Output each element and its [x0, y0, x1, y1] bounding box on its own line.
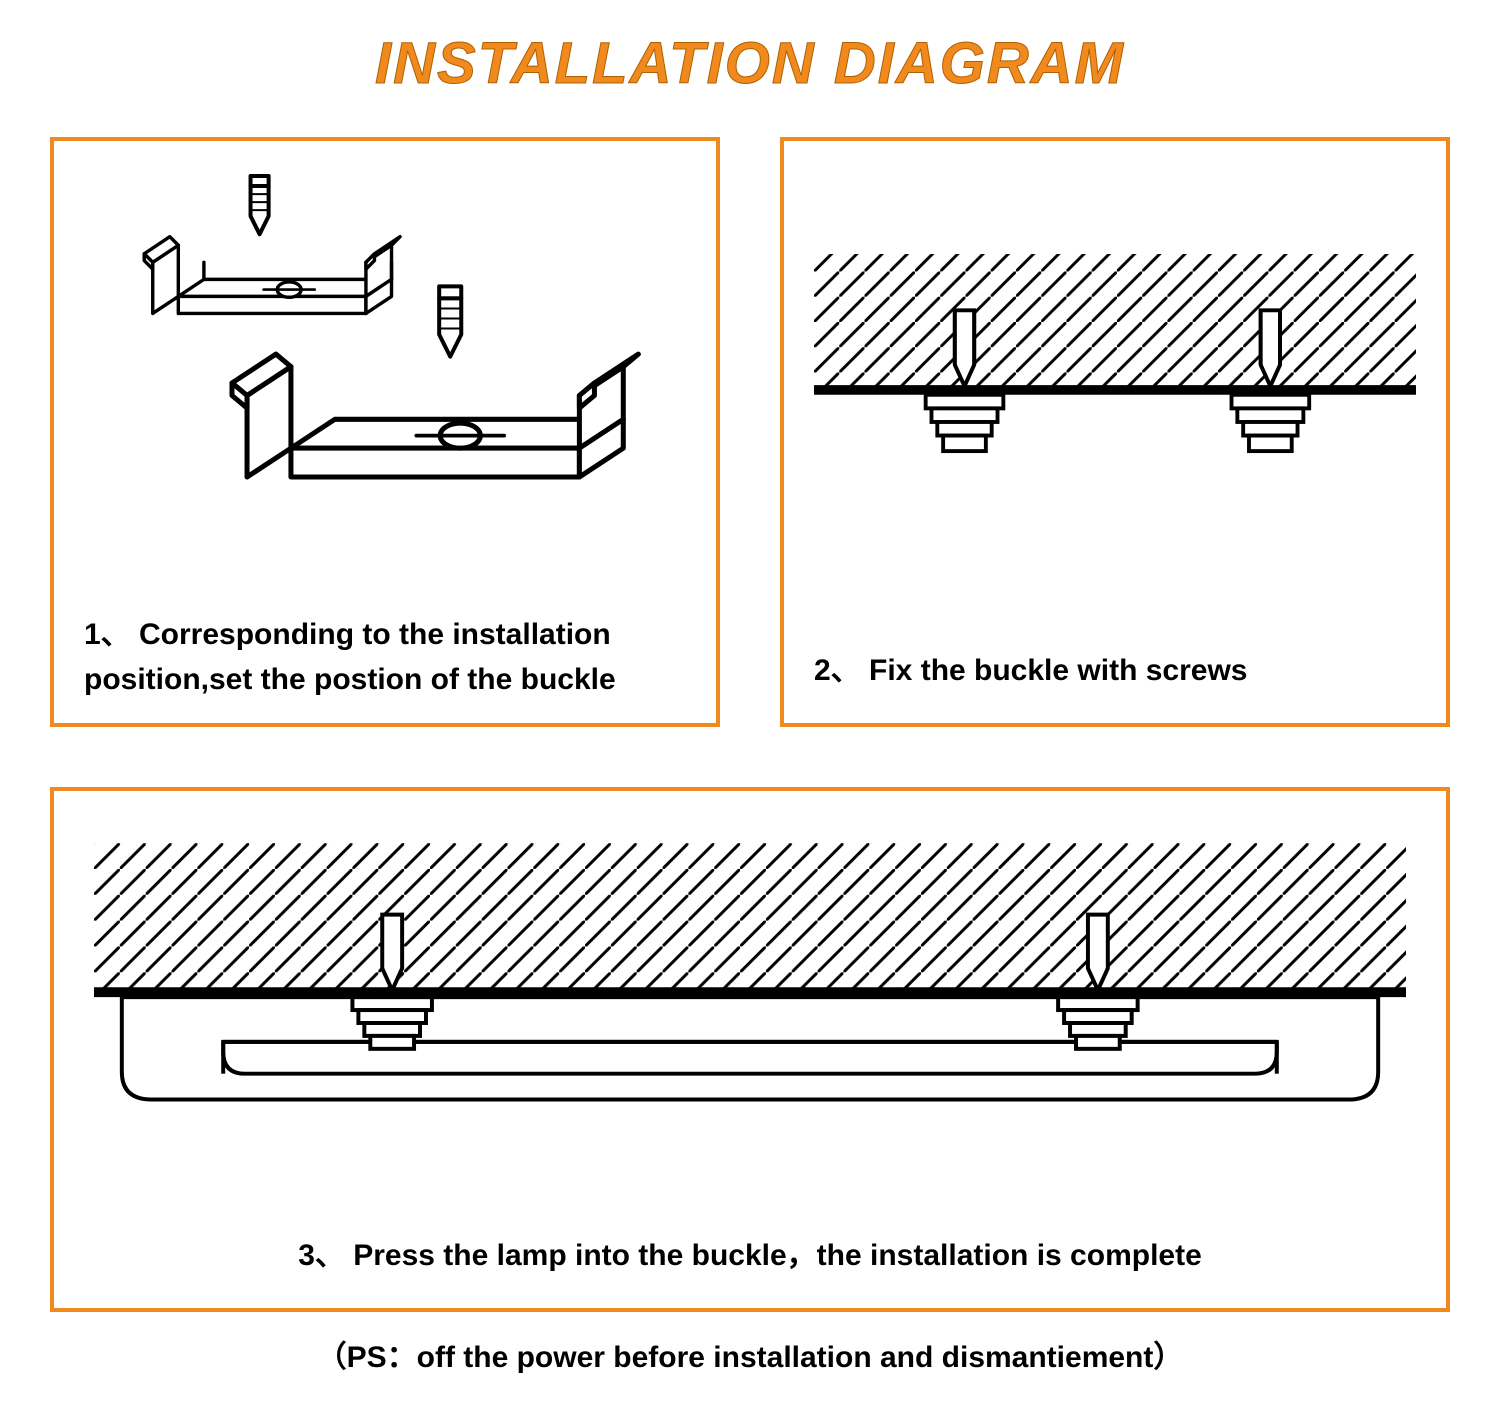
step-2-illustration	[814, 171, 1416, 638]
step-1-panel: 1、 Corresponding to the installation pos…	[50, 137, 720, 727]
step-1-illustration	[84, 171, 686, 602]
step-3-caption: 3、 Press the lamp into the buckle，the in…	[94, 1233, 1406, 1278]
step-1-caption: 1、 Corresponding to the installation pos…	[84, 612, 686, 702]
top-row: 1、 Corresponding to the installation pos…	[50, 137, 1450, 727]
step-2-caption: 2、 Fix the buckle with screws	[814, 648, 1416, 693]
clips-isometric-svg	[84, 171, 686, 602]
step-2-panel: 2、 Fix the buckle with screws	[780, 137, 1450, 727]
step-3-panel: 3、 Press the lamp into the buckle，the in…	[50, 787, 1450, 1312]
clips-fixed-svg	[814, 171, 1416, 638]
ps-note: （PS：off the power before installation an…	[50, 1332, 1450, 1376]
step-3-illustration	[94, 821, 1406, 1223]
lamp-installed-svg	[94, 821, 1406, 1223]
page-title: INSTALLATION DIAGRAM	[50, 30, 1450, 97]
